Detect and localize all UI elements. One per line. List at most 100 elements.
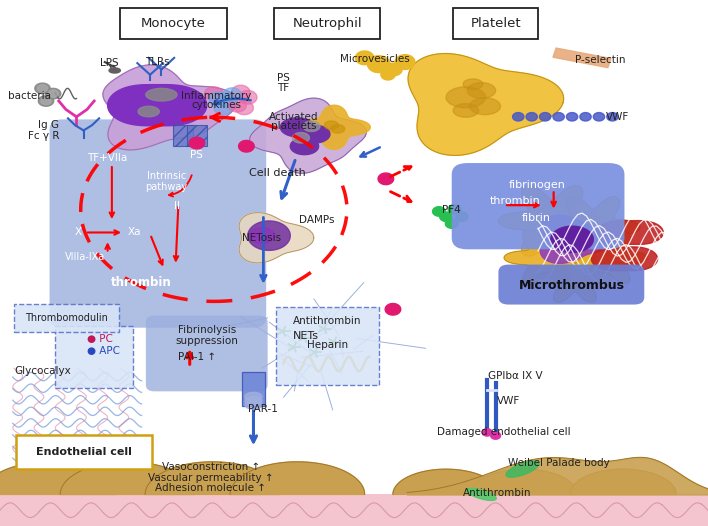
Bar [14,304,119,332]
Text: Fibrinolysis: Fibrinolysis [178,325,236,336]
Polygon shape [250,98,366,173]
Text: Antithrombin: Antithrombin [463,488,531,499]
Polygon shape [249,228,275,244]
Text: PAR-1: PAR-1 [249,404,278,414]
Polygon shape [467,489,496,500]
Text: Ig G: Ig G [38,120,59,130]
Text: Damaged endothelial cell: Damaged endothelial cell [438,427,571,438]
Polygon shape [455,212,468,221]
Polygon shape [290,138,319,155]
Text: Intrinsic: Intrinsic [147,171,186,181]
Polygon shape [60,462,195,494]
Polygon shape [45,88,61,99]
Polygon shape [607,113,618,121]
Polygon shape [378,173,394,185]
Polygon shape [324,121,338,129]
Polygon shape [245,401,262,409]
Polygon shape [385,63,402,76]
Text: Vasoconstriction ↑: Vasoconstriction ↑ [162,462,260,472]
Polygon shape [453,104,479,117]
Polygon shape [385,304,401,315]
Polygon shape [440,212,452,221]
Polygon shape [232,85,250,99]
Polygon shape [103,65,237,150]
Polygon shape [504,230,589,286]
Polygon shape [138,106,159,117]
Polygon shape [108,85,207,126]
Polygon shape [469,98,501,115]
Text: GPIbα IX V: GPIbα IX V [488,371,543,381]
Polygon shape [239,90,257,104]
Text: NETs: NETs [293,330,319,341]
Polygon shape [331,125,345,133]
Text: TLRs: TLRs [145,57,169,67]
Polygon shape [209,92,227,106]
Text: II: II [174,201,180,211]
Text: Weibel Palade body: Weibel Palade body [508,458,610,468]
Polygon shape [539,113,551,121]
Text: Xa: Xa [127,227,142,238]
Polygon shape [299,125,330,143]
Polygon shape [540,215,616,264]
Bar [16,435,152,469]
Polygon shape [245,397,262,405]
Text: NETosis: NETosis [242,232,282,243]
Text: PAI-1 ↑: PAI-1 ↑ [178,351,216,362]
Text: Activated: Activated [269,112,319,122]
Text: fibrin: fibrin [523,213,551,224]
Text: ● APC: ● APC [87,346,120,357]
Polygon shape [219,94,237,108]
FancyBboxPatch shape [146,316,268,391]
Polygon shape [38,96,54,106]
Polygon shape [537,253,612,302]
Polygon shape [0,462,117,494]
Polygon shape [109,68,120,73]
Text: Monocyte: Monocyte [141,17,206,30]
Text: Cell death: Cell death [249,167,306,178]
Polygon shape [355,51,374,65]
Text: P-selectin: P-selectin [575,55,626,66]
Polygon shape [463,79,483,89]
Text: Neutrophil: Neutrophil [292,17,362,30]
Polygon shape [513,113,524,121]
Polygon shape [214,101,232,115]
Polygon shape [498,186,606,256]
Bar [0,494,708,526]
Polygon shape [570,469,676,494]
Text: Heparin: Heparin [307,339,348,350]
Text: PF4: PF4 [442,205,461,216]
Polygon shape [448,205,461,214]
Polygon shape [433,207,445,216]
Polygon shape [395,55,415,69]
Bar [453,8,538,39]
Polygon shape [446,87,486,108]
Text: Microthrombus: Microthrombus [519,279,625,291]
Text: thrombin: thrombin [111,277,172,289]
Text: platelets: platelets [271,121,316,132]
Polygon shape [408,54,564,155]
Text: Vascular permeability ↑: Vascular permeability ↑ [148,472,274,483]
Polygon shape [38,85,47,92]
Bar [120,8,227,39]
Polygon shape [239,140,254,152]
Polygon shape [597,220,663,245]
Polygon shape [189,137,205,149]
Polygon shape [568,232,647,284]
Text: cytokines: cytokines [191,100,241,110]
Polygon shape [580,113,591,121]
Text: Microvesicles: Microvesicles [341,54,410,64]
Bar [276,307,379,385]
Text: LPS: LPS [101,58,119,68]
Text: X: X [74,227,81,238]
Polygon shape [566,113,578,121]
Polygon shape [526,113,537,121]
Text: PS: PS [190,149,203,160]
Polygon shape [491,432,501,439]
FancyBboxPatch shape [452,163,624,249]
Bar [274,8,380,39]
Text: thrombin: thrombin [490,196,541,206]
Polygon shape [551,226,593,252]
Polygon shape [506,461,539,477]
Polygon shape [553,113,564,121]
Polygon shape [280,118,314,137]
